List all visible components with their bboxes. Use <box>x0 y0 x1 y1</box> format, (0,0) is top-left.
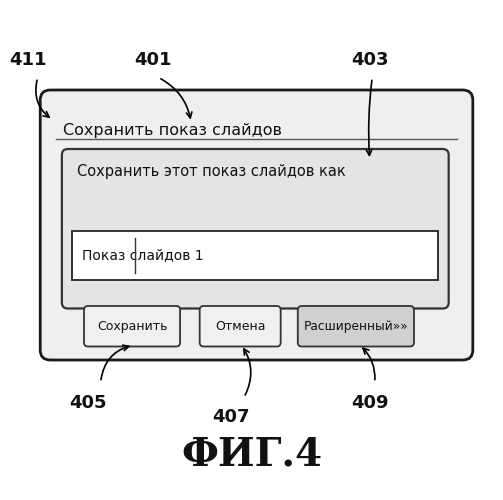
FancyBboxPatch shape <box>40 90 473 360</box>
Text: Сохранить: Сохранить <box>97 320 167 333</box>
FancyBboxPatch shape <box>72 230 438 280</box>
Text: 407: 407 <box>213 408 250 426</box>
Text: Сохранить показ слайдов: Сохранить показ слайдов <box>63 122 282 138</box>
Text: Показ слайдов 1: Показ слайдов 1 <box>82 248 204 262</box>
Text: Расширенный»»: Расширенный»» <box>303 320 408 333</box>
Text: 401: 401 <box>135 51 172 69</box>
Text: Сохранить этот показ слайдов как: Сохранить этот показ слайдов как <box>77 164 346 179</box>
Text: 405: 405 <box>69 394 107 411</box>
Text: 403: 403 <box>351 51 388 69</box>
FancyBboxPatch shape <box>62 149 449 308</box>
Text: Отмена: Отмена <box>215 320 266 333</box>
Text: 409: 409 <box>351 394 388 411</box>
FancyBboxPatch shape <box>84 306 180 346</box>
FancyBboxPatch shape <box>200 306 281 346</box>
FancyBboxPatch shape <box>298 306 414 346</box>
Text: 411: 411 <box>9 51 46 69</box>
Text: ФИГ.4: ФИГ.4 <box>181 436 322 474</box>
